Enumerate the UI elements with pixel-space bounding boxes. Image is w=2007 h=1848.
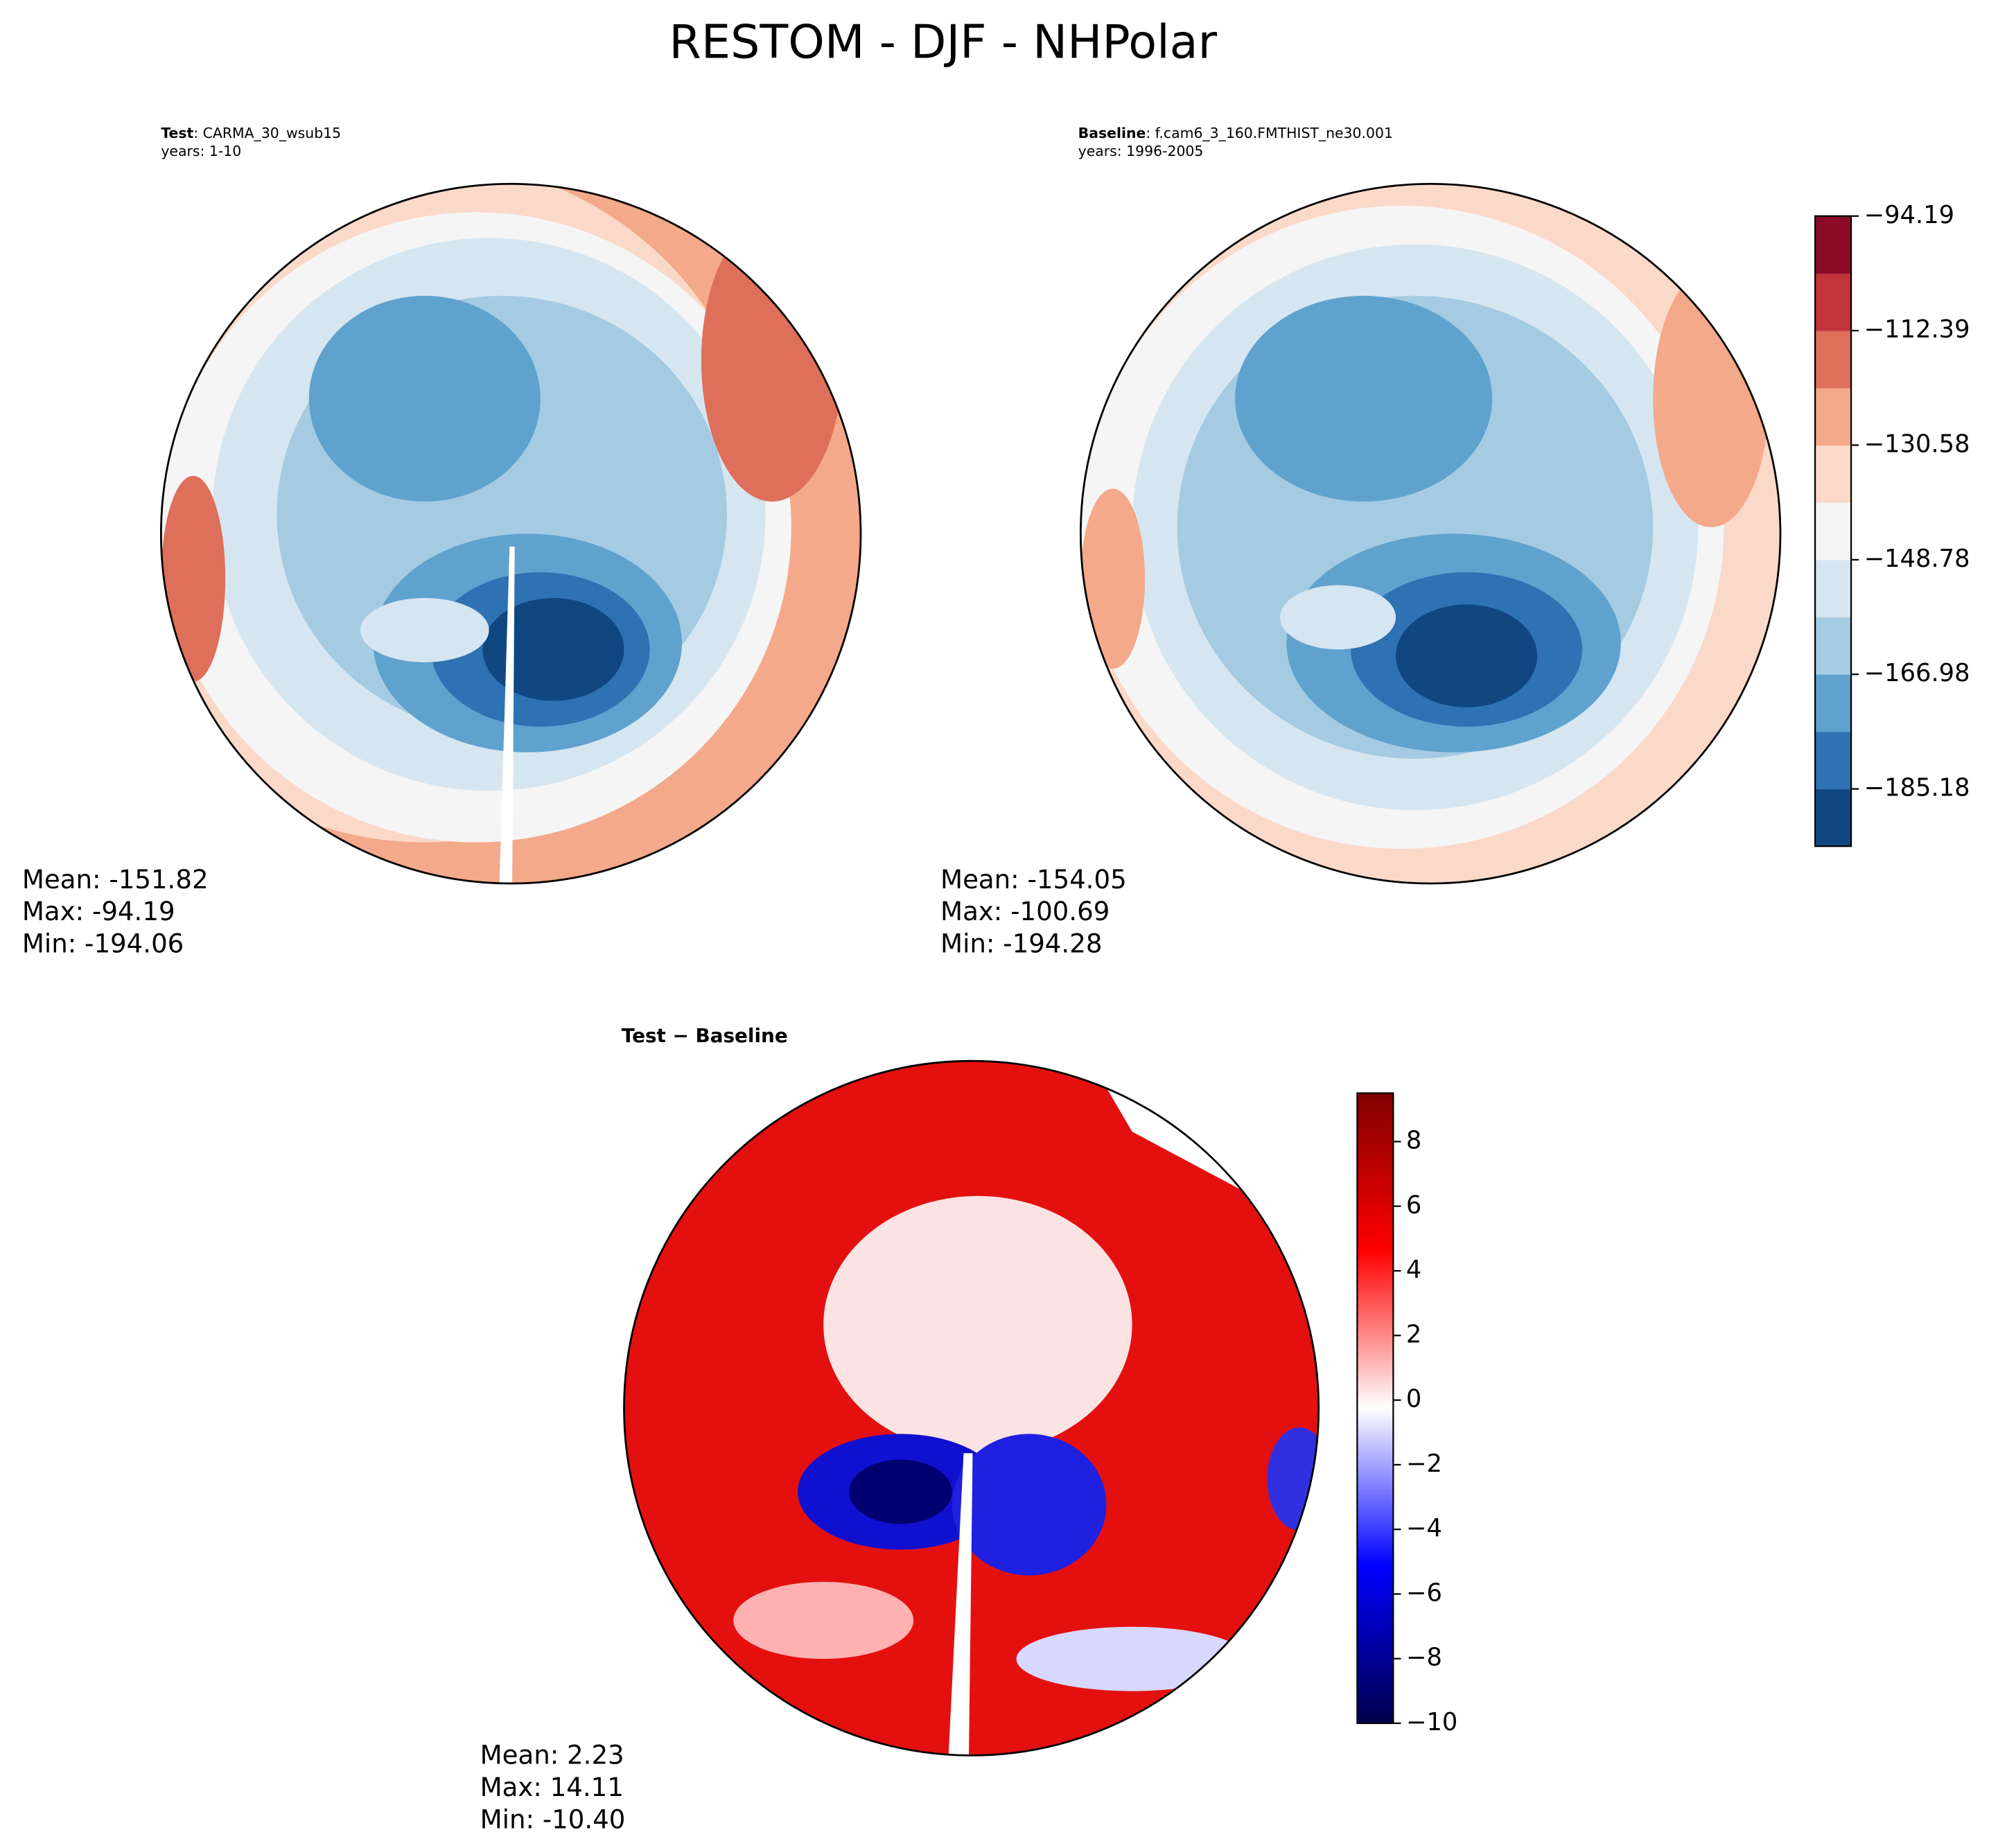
- colorbar-tick-label: −185.18: [1864, 774, 1970, 802]
- stat-text: Max: -94.19: [22, 897, 175, 926]
- colorbar-tick-label: −130.58: [1864, 430, 1970, 458]
- colorbar-frame: [1814, 215, 1852, 847]
- colorbar-tick-label: 2: [1406, 1320, 1421, 1348]
- stat-text: Min: -10.40: [480, 1805, 626, 1835]
- colorbar-tick-label: −94.19: [1864, 201, 1954, 229]
- colorbar-tick-label: 0: [1406, 1385, 1421, 1414]
- map-test: [161, 184, 861, 884]
- colorbar-tick-label: −6: [1406, 1578, 1442, 1607]
- label-text: : f.cam6_3_160.FMTHIST_ne30.001: [1146, 125, 1393, 141]
- colorbar-tick-label: −10: [1406, 1708, 1457, 1736]
- stat-text: Min: -194.06: [22, 929, 184, 959]
- colorbar-tick-label: −2: [1406, 1450, 1442, 1478]
- colorbar-band: [1815, 445, 1852, 503]
- stat-text: Max: 14.11: [480, 1772, 624, 1802]
- colorbar-band: [1815, 273, 1852, 331]
- stat-text: Max: -100.69: [940, 897, 1110, 926]
- map-border: [623, 1059, 1320, 1757]
- colorbar-band: [1815, 331, 1852, 389]
- colorbar-band: [1815, 559, 1852, 618]
- stat-text: Mean: -154.05: [940, 865, 1127, 895]
- colorbar-band: [1815, 674, 1852, 732]
- colorbar-tick-label: −112.39: [1864, 315, 1970, 344]
- colorbar-band: [1815, 387, 1852, 446]
- map-baseline: [1080, 184, 1780, 884]
- colorbar-band: [1815, 502, 1852, 561]
- colorbar-tick-label: 8: [1406, 1127, 1421, 1155]
- colorbar-band: [1815, 617, 1852, 675]
- colorbar-tick-label: −4: [1406, 1514, 1442, 1542]
- colorbar-frame: [1356, 1092, 1394, 1725]
- label-bold: Baseline: [1078, 125, 1146, 141]
- label-text: : CARMA_30_wsub15: [193, 125, 341, 141]
- map-border: [159, 183, 862, 885]
- figure-title: RESTOM - DJF - NHPolar: [669, 15, 1217, 69]
- map-border: [1079, 183, 1782, 885]
- panel-label: Test − Baseline: [622, 1024, 788, 1047]
- stat-text: Mean: -151.82: [22, 865, 209, 895]
- label-bold: Test: [161, 125, 193, 141]
- map-difference: [624, 1061, 1319, 1756]
- panel-years: years: 1996-2005: [1078, 143, 1204, 159]
- colorbar-fill: [1357, 1093, 1394, 1723]
- panel-label: Test: CARMA_30_wsub15: [161, 125, 341, 141]
- colorbar-tick-label: −8: [1406, 1644, 1442, 1672]
- colorbar-tick-label: −148.78: [1864, 545, 1970, 573]
- stat-text: Min: -194.28: [940, 929, 1102, 959]
- colorbar-tick-label: 4: [1406, 1256, 1421, 1284]
- panel-label: Baseline: f.cam6_3_160.FMTHIST_ne30.001: [1078, 125, 1393, 141]
- colorbar-tick-label: −166.98: [1864, 659, 1970, 687]
- colorbar-tick-label: 6: [1406, 1191, 1421, 1220]
- colorbar-band: [1815, 215, 1852, 274]
- stat-text: Mean: 2.23: [480, 1741, 624, 1770]
- colorbar-band: [1815, 789, 1852, 847]
- colorbar-band: [1815, 731, 1852, 790]
- panel-years: years: 1-10: [161, 143, 241, 159]
